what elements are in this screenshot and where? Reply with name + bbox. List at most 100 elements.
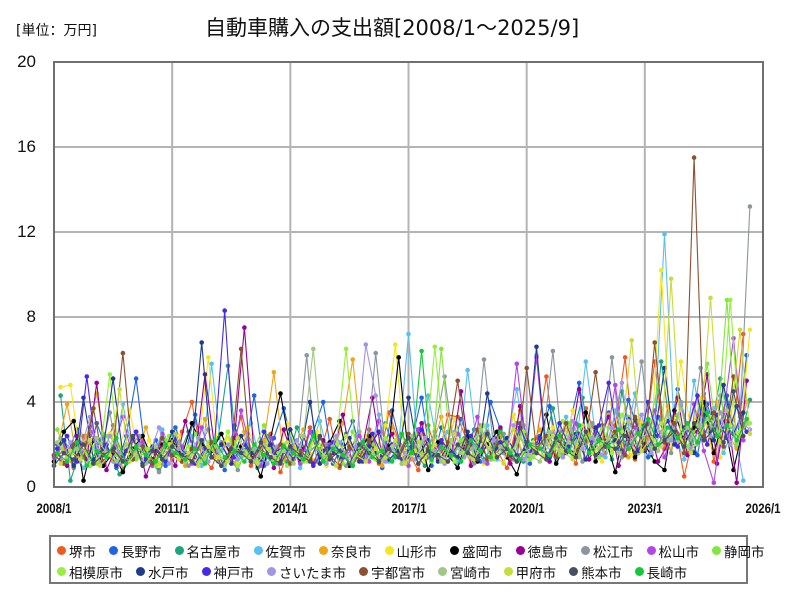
legend-dot-icon [634, 567, 644, 576]
data-point [494, 455, 500, 460]
data-point [363, 459, 369, 464]
data-point [97, 463, 103, 469]
data-point [652, 408, 657, 413]
data-point [596, 438, 602, 443]
data-point [432, 442, 438, 447]
data-point [636, 431, 641, 437]
x-tick: 2023/1 [627, 500, 663, 516]
data-point [632, 414, 638, 420]
data-point [511, 412, 516, 418]
data-point [235, 463, 241, 469]
data-point [616, 450, 621, 456]
data-point [655, 459, 661, 464]
data-point [662, 438, 667, 443]
data-point [727, 442, 733, 447]
legend-label: さいたま市 [279, 565, 347, 582]
data-point [586, 457, 592, 462]
data-point [176, 433, 181, 439]
data-point [553, 455, 559, 460]
data-point [465, 429, 470, 435]
data-point [107, 372, 113, 377]
data-point [160, 435, 165, 441]
data-point [186, 463, 191, 469]
data-point [209, 361, 214, 367]
data-point [202, 461, 208, 466]
unit-label: [単位：万円] [16, 23, 97, 39]
x-tick: 2017/1 [391, 500, 427, 516]
data-point [534, 344, 539, 350]
data-point [521, 457, 526, 462]
data-point [475, 457, 480, 462]
data-point [343, 463, 349, 469]
legend-label: 神戸市 [213, 565, 255, 582]
data-point [652, 446, 657, 452]
data-point [406, 331, 411, 337]
data-point [724, 423, 730, 428]
data-point [452, 416, 457, 422]
data-point [212, 438, 218, 443]
data-point [373, 393, 379, 398]
data-point [337, 463, 342, 469]
data-point [373, 350, 379, 356]
data-point [517, 435, 523, 441]
data-point [406, 435, 411, 441]
data-point [406, 395, 411, 401]
data-point [160, 427, 165, 432]
data-point [301, 433, 306, 439]
data-point [475, 427, 480, 432]
data-point [514, 361, 520, 367]
data-point [281, 444, 287, 449]
legend-dot-icon [57, 567, 66, 576]
data-point [573, 455, 579, 460]
data-point [186, 444, 191, 449]
data-point [422, 463, 428, 469]
data-point [396, 355, 402, 360]
data-point [255, 461, 260, 466]
data-point [366, 459, 372, 464]
data-point [527, 452, 533, 458]
data-point [704, 442, 710, 447]
data-point [557, 452, 562, 458]
data-point [708, 295, 713, 301]
data-point [626, 418, 631, 424]
data-point [501, 461, 507, 466]
data-point [645, 416, 651, 422]
data-point [734, 438, 739, 443]
data-point [206, 459, 211, 464]
data-point [498, 440, 503, 445]
data-point [701, 448, 707, 454]
data-point [100, 463, 106, 469]
data-point [688, 450, 694, 456]
data-point [370, 431, 375, 437]
data-point [675, 435, 680, 441]
data-point [485, 431, 490, 437]
data-point [681, 450, 687, 456]
data-point [632, 425, 638, 430]
data-point [288, 444, 293, 449]
data-point [481, 459, 487, 464]
data-point [563, 421, 569, 426]
plot-frame [53, 61, 764, 488]
legend-dot-icon [712, 546, 721, 555]
data-point [340, 412, 346, 418]
data-point [557, 433, 562, 439]
data-point [721, 444, 726, 449]
data-point [632, 450, 638, 456]
data-point [183, 463, 188, 469]
data-point [268, 455, 273, 460]
data-point [580, 423, 585, 428]
data-point [603, 455, 608, 460]
legend-item: 長野市 [109, 541, 162, 561]
data-point [143, 474, 149, 479]
legend-dot-icon [581, 546, 590, 555]
legend-dot-icon [201, 567, 211, 576]
data-point [504, 465, 510, 471]
data-point [199, 425, 204, 430]
data-point [747, 431, 753, 437]
data-point [268, 435, 273, 441]
data-point [481, 357, 487, 362]
x-tick: 2026/1 [745, 500, 781, 516]
data-point [248, 421, 254, 426]
data-point [527, 457, 533, 462]
data-point [557, 421, 562, 426]
